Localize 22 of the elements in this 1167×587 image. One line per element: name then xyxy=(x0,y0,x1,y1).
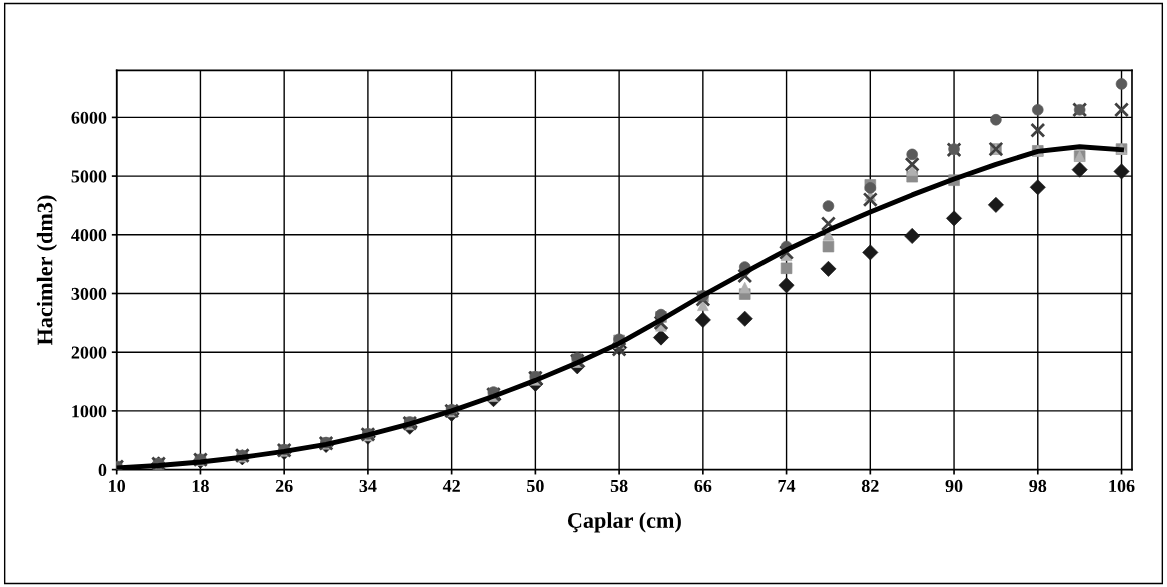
x-tick-label: 82 xyxy=(861,479,879,493)
y-axis-title: Hacimler (dm3) xyxy=(36,195,57,346)
x-tick-label: 98 xyxy=(1029,479,1047,493)
x-tick-label: 74 xyxy=(778,479,796,492)
x-tick-label: 58 xyxy=(610,479,628,493)
y-tick-label: 4000 xyxy=(71,229,107,242)
x-tick-label: 66 xyxy=(694,479,712,493)
x-tick-label: 42 xyxy=(442,479,460,492)
x-tick-label: 50 xyxy=(527,479,544,493)
x-tick-label: 34 xyxy=(359,479,377,493)
x-tick-label: 90 xyxy=(945,479,963,493)
y-tick-label: 2000 xyxy=(71,346,107,359)
x-axis-title: Çaplar (cm) xyxy=(567,512,681,533)
x-tick-label: 18 xyxy=(192,479,209,493)
x-tick-label: 26 xyxy=(275,479,293,493)
y-tick-label: 5000 xyxy=(71,170,107,183)
y-tick-label: 6000 xyxy=(71,111,107,124)
x-tick-label: 106 xyxy=(1109,479,1135,493)
y-tick-label: 0 xyxy=(98,463,107,477)
y-tick-label: 3000 xyxy=(71,287,107,300)
x-tick-label: 10 xyxy=(109,479,126,493)
y-tick-label: 1000 xyxy=(72,405,107,418)
